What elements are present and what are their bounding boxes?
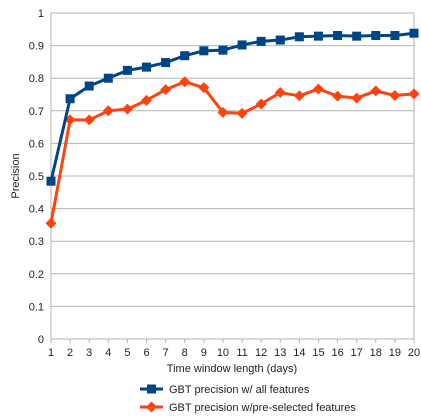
x-tick-label: 4 <box>105 347 111 359</box>
data-point <box>370 85 382 97</box>
x-tick-label: 9 <box>201 347 207 359</box>
data-point <box>274 87 286 99</box>
data-point <box>45 217 57 229</box>
data-point <box>389 89 401 101</box>
x-tick-label: 1 <box>48 347 54 359</box>
data-point <box>102 105 114 117</box>
data-point <box>198 82 210 94</box>
data-point <box>351 92 363 104</box>
x-tick-label: 6 <box>143 347 149 359</box>
x-tick-label: 8 <box>182 347 188 359</box>
y-tick-label: 0.9 <box>29 41 44 53</box>
x-tick-labels: 1 2 3 4 5 6 7 8 9 10 11 12 13 14 15 16 17 18 19 20 <box>48 347 420 359</box>
data-point <box>237 40 247 50</box>
x-axis-title: Time window length (days) <box>167 363 297 375</box>
series-all-features <box>46 28 419 186</box>
data-point <box>390 30 400 40</box>
y-tick-label: 0.2 <box>29 269 44 281</box>
data-point <box>179 76 191 88</box>
series-pre-selected-features <box>45 76 420 229</box>
x-tick-label: 7 <box>163 347 169 359</box>
data-point <box>122 65 132 75</box>
series <box>45 28 420 229</box>
data-point <box>352 31 362 41</box>
y-tick-label: 0.6 <box>29 138 44 150</box>
legend-label: GBT precision w/pre-selected features <box>169 402 356 414</box>
data-point <box>121 103 133 115</box>
y-tick-label: 0.8 <box>29 73 44 85</box>
data-point <box>142 62 152 72</box>
data-point <box>199 46 209 56</box>
series-line <box>49 80 415 224</box>
x-tick-label: 10 <box>217 347 229 359</box>
data-point <box>293 90 305 102</box>
x-tick-label: 5 <box>124 347 130 359</box>
axes <box>50 12 415 343</box>
x-tick-label: 15 <box>312 347 324 359</box>
data-point <box>236 107 248 119</box>
x-tick-label: 19 <box>389 347 401 359</box>
x-tick-label: 11 <box>236 347 247 359</box>
x-tick-label: 14 <box>293 347 305 359</box>
x-tick-label: 13 <box>274 347 286 359</box>
x-tick-label: 20 <box>408 347 420 359</box>
legend-marker <box>146 401 157 413</box>
data-point <box>83 114 95 126</box>
data-point <box>180 51 190 61</box>
legend-marker <box>147 384 156 394</box>
data-point <box>218 45 228 55</box>
y-tick-label: 0.3 <box>29 236 44 248</box>
data-point <box>333 30 343 40</box>
y-tick-label: 0.4 <box>29 204 44 216</box>
gridlines <box>51 12 414 340</box>
data-point <box>409 28 419 38</box>
data-point <box>332 90 344 102</box>
y-tick-label: 0.7 <box>29 106 44 118</box>
legend-entry: GBT precision w/pre-selected features <box>140 401 356 414</box>
data-point <box>371 30 381 40</box>
data-point <box>275 35 285 45</box>
x-tick-label: 16 <box>331 347 343 359</box>
data-point <box>313 31 323 41</box>
data-point <box>103 73 113 83</box>
x-tick-label: 17 <box>351 347 363 359</box>
x-tick-label: 2 <box>67 347 73 359</box>
data-point <box>160 84 172 96</box>
legend-label: GBT precision w/ all features <box>169 384 310 396</box>
y-tick-labels: 0 0.1 0.2 0.3 0.4 0.5 0.6 0.7 0.8 0.9 1 <box>29 8 44 346</box>
data-point <box>408 88 420 100</box>
y-tick-label: 0.5 <box>29 171 44 183</box>
data-point <box>255 98 267 110</box>
data-point <box>84 81 94 91</box>
data-point <box>161 58 171 68</box>
x-tick-label: 18 <box>370 347 382 359</box>
legend: GBT precision w/ all features GBT precisi… <box>140 384 356 414</box>
data-point <box>294 32 304 42</box>
legend-entry: GBT precision w/ all features <box>140 384 310 396</box>
y-axis-title: Precision <box>10 153 22 198</box>
y-tick-label: 0 <box>38 334 44 346</box>
data-point <box>65 94 75 104</box>
x-tick-label: 3 <box>86 347 92 359</box>
data-point <box>46 176 56 186</box>
data-point <box>141 94 153 106</box>
data-point <box>217 106 229 118</box>
series-line <box>49 31 415 182</box>
y-tick-label: 1 <box>38 8 44 20</box>
data-point <box>256 36 266 46</box>
x-tick-label: 12 <box>255 347 267 359</box>
data-point <box>312 83 324 95</box>
y-tick-label: 0.1 <box>29 301 44 313</box>
